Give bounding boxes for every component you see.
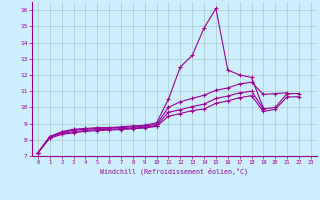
X-axis label: Windchill (Refroidissement éolien,°C): Windchill (Refroidissement éolien,°C) [100,168,248,175]
